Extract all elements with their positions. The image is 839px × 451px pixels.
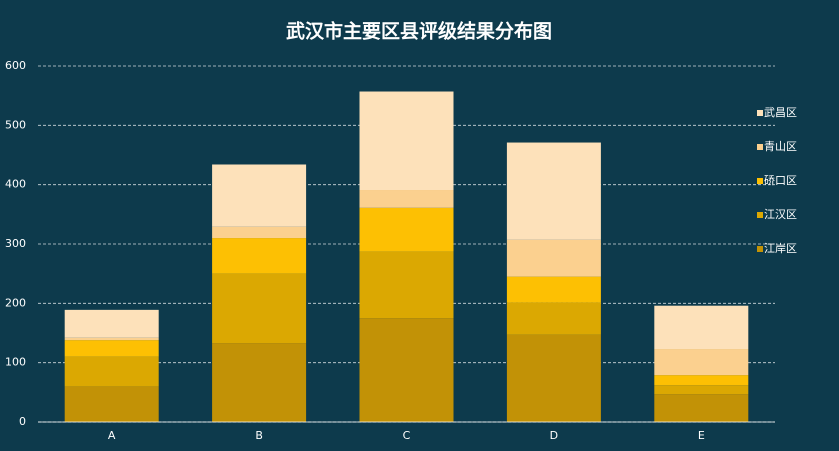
bar-segment <box>654 394 749 422</box>
bar-segment <box>506 239 601 277</box>
bar-segment <box>64 356 159 387</box>
bar-segment <box>64 337 159 341</box>
y-tick-label: 400 <box>5 178 26 191</box>
bar-segment <box>654 385 749 395</box>
bar-segment <box>359 190 454 208</box>
legend-swatch <box>757 246 763 252</box>
legend-label: 江汉区 <box>764 208 797 221</box>
y-tick-label: 600 <box>5 59 26 72</box>
bar-segment <box>212 273 307 344</box>
bar-segment <box>359 91 454 191</box>
x-tick-label: A <box>108 429 116 442</box>
legend-swatch <box>757 110 763 116</box>
bar-segment <box>506 302 601 335</box>
y-tick-label: 300 <box>5 237 26 250</box>
bar-segment <box>359 251 454 319</box>
bar-segment <box>359 207 454 252</box>
x-tick-label: B <box>255 429 263 442</box>
bar-segment <box>359 318 454 422</box>
y-tick-label: 0 <box>19 415 26 428</box>
y-tick-label: 500 <box>5 118 26 131</box>
x-tick-label: D <box>550 429 558 442</box>
bar-segment <box>212 238 307 274</box>
bar-segment <box>506 334 601 422</box>
y-tick-label: 200 <box>5 296 26 309</box>
bar-segment <box>64 340 159 357</box>
legend-swatch <box>757 212 763 218</box>
legend-label: 江岸区 <box>764 242 797 255</box>
bar-segment <box>212 226 307 239</box>
bar-segment <box>654 305 749 350</box>
legend-label: 武昌区 <box>764 106 797 119</box>
x-tick-label: C <box>403 429 411 442</box>
bar-segment <box>64 386 159 422</box>
bar-segment <box>212 343 307 422</box>
chart-title: 武汉市主要区县评级结果分布图 <box>286 20 552 43</box>
legend-label: 青山区 <box>764 140 797 153</box>
bar-segment <box>506 276 601 303</box>
bar-segment <box>654 349 749 376</box>
legend-swatch <box>757 178 763 184</box>
y-tick-label: 100 <box>5 356 26 369</box>
legend-label: 硚口区 <box>764 174 797 187</box>
bar-segment <box>64 309 159 338</box>
bar-segment <box>654 375 749 386</box>
bar-segment <box>506 142 601 240</box>
bar-segment <box>212 164 307 227</box>
legend-swatch <box>757 144 763 150</box>
x-tick-label: E <box>698 429 705 442</box>
